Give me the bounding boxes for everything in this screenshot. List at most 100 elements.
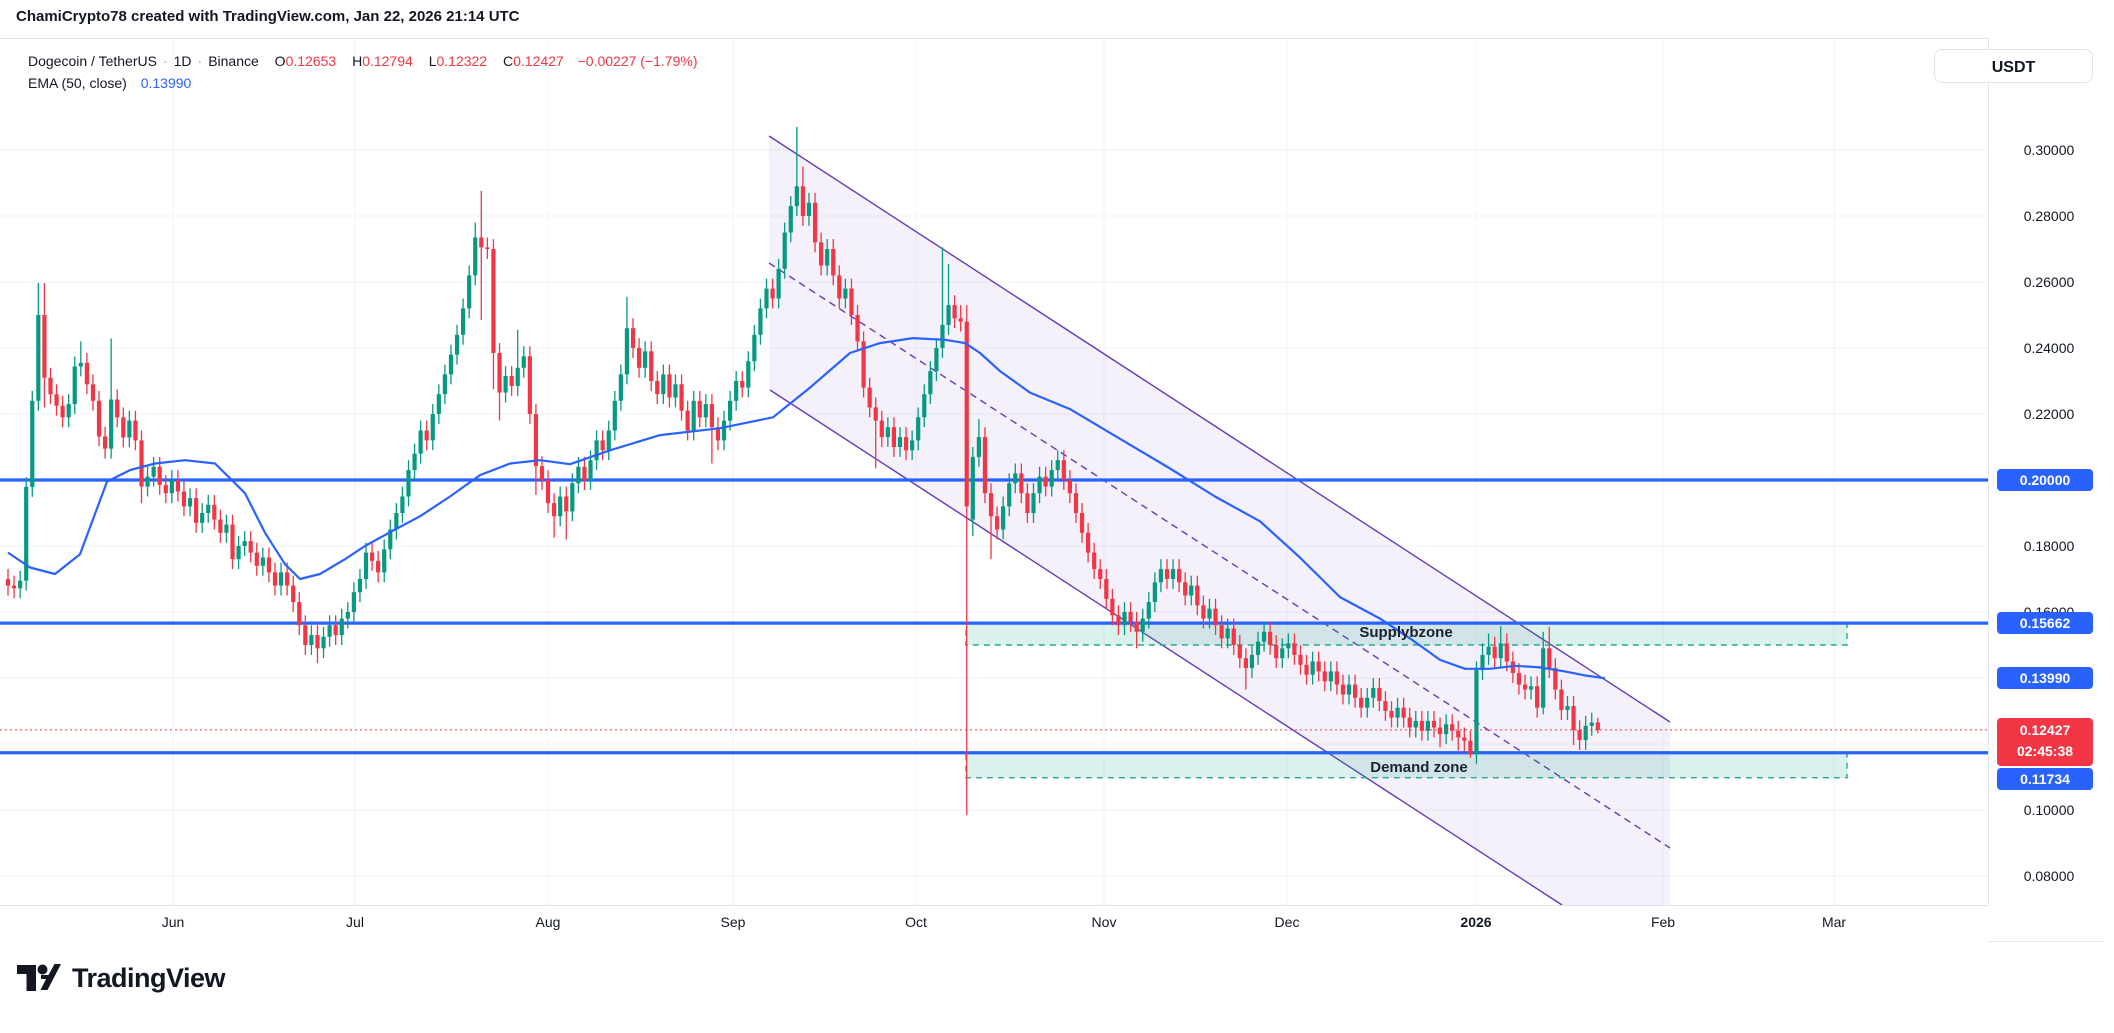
candle-body [1571,706,1576,731]
candle-body [285,572,290,586]
candle-body [988,493,994,517]
candle-body [467,275,472,309]
candle-body [673,384,678,398]
candle-body [339,618,344,636]
candle-body [1377,687,1382,702]
time-axis-label: Dec [1274,914,1300,930]
tradingview-logo[interactable]: TradingView [16,962,226,994]
exchange-label: Binance [208,53,259,69]
candle-body [1553,668,1558,690]
legend-ema-row[interactable]: EMA (50, close) 0.13990 [28,72,697,94]
price-axis-label: 0.08000 [2023,868,2075,884]
candle-body [357,579,363,593]
channel-fill[interactable] [769,136,1670,905]
candle-body [24,486,29,581]
candle-body [72,366,77,405]
time-axis-label: Nov [1091,914,1117,930]
candle-body [794,186,799,207]
candle-body [746,361,751,388]
time-axis-label: 2026 [1460,914,1492,930]
open-letter: O [274,53,286,69]
candle-body [612,400,617,431]
interval-label[interactable]: 1D [173,53,192,69]
candle-body [1334,671,1339,685]
candle-body [976,437,981,457]
candle-body [630,328,636,348]
ema-value: 0.13990 [140,75,192,91]
candle-body [1583,725,1588,741]
candle-body [1237,645,1242,659]
candle-body [1183,582,1188,596]
candle-body [873,407,878,421]
candle-body [1474,670,1479,754]
candle-body [260,557,265,566]
candle-body [363,552,369,579]
candle-body [400,496,405,513]
candle-body [1492,646,1497,659]
ema-label[interactable]: EMA (50, close) [28,75,127,91]
candle-body [1510,661,1515,674]
candle-body [952,305,957,319]
candle-body [812,202,818,243]
candle-body [800,186,806,216]
candle-body [1268,631,1273,645]
price-axis-label: 0.24000 [2023,340,2075,356]
candle-body [278,572,284,586]
legend-symbol-row[interactable]: Dogecoin / TetherUS · 1D · Binance O0.12653 … [28,53,698,69]
candle-body [127,420,132,438]
candle-body [1304,664,1309,675]
candle-body [1413,720,1418,728]
candle-body [479,237,484,248]
candle-body [849,288,854,315]
candle-body [1328,671,1333,682]
candle-body [309,635,314,645]
candle-body [721,420,727,441]
candle-body [819,242,824,266]
candle-body [576,466,581,484]
symbol-name[interactable]: Dogecoin / TetherUS [28,53,157,69]
candle-body [1352,684,1358,698]
candle-body [1286,643,1291,649]
candle-body [758,308,763,335]
low-letter: L [428,53,437,69]
candle-body [151,466,156,477]
candle-body [1486,646,1491,655]
candle-body [922,394,927,418]
candle-body [618,374,623,401]
candle-body [910,440,915,451]
candle-body [169,480,174,494]
candle-body [1164,569,1170,579]
time-axis-label: Sep [720,914,746,930]
candle-body [1589,722,1594,726]
candle-body [1219,625,1224,639]
candle-body [18,580,23,589]
currency-toggle-button[interactable]: USDT [1934,49,2093,83]
candle-body [788,206,793,233]
candle-body [1559,689,1564,711]
candle-body [776,268,781,299]
chart-canvas[interactable]: Supplybzone Demand zone [0,0,1988,941]
candle-body [606,430,611,451]
candle-body [861,341,866,388]
zone-rect-1[interactable] [965,752,1848,779]
candle-body [1450,724,1455,731]
price-axis-label: 0.10000 [2023,802,2075,818]
candle-body [934,348,939,372]
candle-body [1128,612,1133,622]
candle-body [1437,727,1443,735]
price-axis[interactable]: 0.30000 0.28000 0.26000 0.24000 0.22000 0.180… [1988,38,2114,905]
candle-body [515,367,520,386]
candle-body [454,334,460,355]
candle-body [42,315,47,378]
ema-line[interactable] [7,337,1606,680]
candle-body [1067,480,1072,494]
candle-body [133,420,138,441]
time-axis[interactable]: Jun Jul Aug Sep Oct Nov Dec 2026 Feb Mar [0,905,1988,942]
channel-lower-line[interactable] [769,389,1563,906]
candle-body [412,453,417,471]
candle-body [940,324,945,348]
candle-body [879,420,884,438]
candle-body [212,504,217,520]
candle-body [424,430,429,441]
candle-body [394,513,399,530]
